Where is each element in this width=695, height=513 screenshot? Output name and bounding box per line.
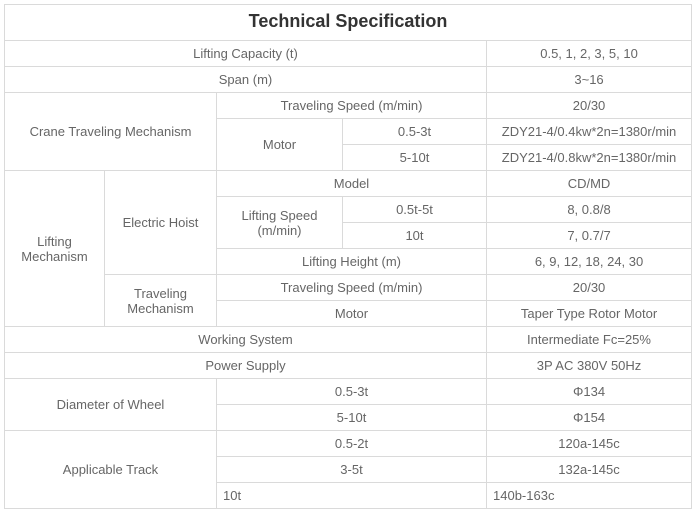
- ctm-motor-cond-a: 0.5-3t: [343, 119, 487, 145]
- applicable-track-group: Applicable Track: [5, 431, 217, 509]
- lm-tm-motor-value: Taper Type Rotor Motor: [487, 301, 692, 327]
- span-value: 3~16: [487, 67, 692, 93]
- ctm-motor-val-a: ZDY21-4/0.4kw*2n=1380r/min: [487, 119, 692, 145]
- at-cond-a: 0.5-2t: [217, 431, 487, 457]
- power-supply-label: Power Supply: [5, 353, 487, 379]
- lm-tm-group: Traveling Mechanism: [105, 275, 217, 327]
- dw-cond-a: 0.5-3t: [217, 379, 487, 405]
- working-system-value: Intermediate Fc=25%: [487, 327, 692, 353]
- ctm-motor-cond-b: 5-10t: [343, 145, 487, 171]
- power-supply-value: 3P AC 380V 50Hz: [487, 353, 692, 379]
- lm-tm-motor-label: Motor: [217, 301, 487, 327]
- ctm-motor-label: Motor: [217, 119, 343, 171]
- eh-model-label: Model: [217, 171, 487, 197]
- eh-ls-cond-a: 0.5t-5t: [343, 197, 487, 223]
- at-cond-b: 3-5t: [217, 457, 487, 483]
- spec-table: Technical Specification Lifting Capacity…: [4, 4, 692, 509]
- ctm-travspeed-value: 20/30: [487, 93, 692, 119]
- eh-model-value: CD/MD: [487, 171, 692, 197]
- at-val-b: 132a-145c: [487, 457, 692, 483]
- lifting-mech-group: Lifting Mechanism: [5, 171, 105, 327]
- diameter-wheel-group: Diameter of Wheel: [5, 379, 217, 431]
- lifting-capacity-value: 0.5, 1, 2, 3, 5, 10: [487, 41, 692, 67]
- at-val-a: 120a-145c: [487, 431, 692, 457]
- lifting-capacity-label: Lifting Capacity (t): [5, 41, 487, 67]
- at-val-c: 140b-163c: [487, 483, 692, 509]
- ctm-travspeed-label: Traveling Speed (m/min): [217, 93, 487, 119]
- eh-lh-label: Lifting Height (m): [217, 249, 487, 275]
- dw-val-a: Φ134: [487, 379, 692, 405]
- working-system-label: Working System: [5, 327, 487, 353]
- lm-tm-ts-label: Traveling Speed (m/min): [217, 275, 487, 301]
- eh-lh-value: 6, 9, 12, 18, 24, 30: [487, 249, 692, 275]
- eh-ls-cond-b: 10t: [343, 223, 487, 249]
- dw-cond-b: 5-10t: [217, 405, 487, 431]
- at-cond-c: 10t: [217, 483, 487, 509]
- dw-val-b: Φ154: [487, 405, 692, 431]
- span-label: Span (m): [5, 67, 487, 93]
- ctm-motor-val-b: ZDY21-4/0.8kw*2n=1380r/min: [487, 145, 692, 171]
- table-title: Technical Specification: [5, 5, 692, 41]
- eh-ls-val-a: 8, 0.8/8: [487, 197, 692, 223]
- lm-tm-ts-value: 20/30: [487, 275, 692, 301]
- electric-hoist-group: Electric Hoist: [105, 171, 217, 275]
- crane-trav-mech-group: Crane Traveling Mechanism: [5, 93, 217, 171]
- eh-ls-val-b: 7, 0.7/7: [487, 223, 692, 249]
- eh-ls-label: Lifting Speed (m/min): [217, 197, 343, 249]
